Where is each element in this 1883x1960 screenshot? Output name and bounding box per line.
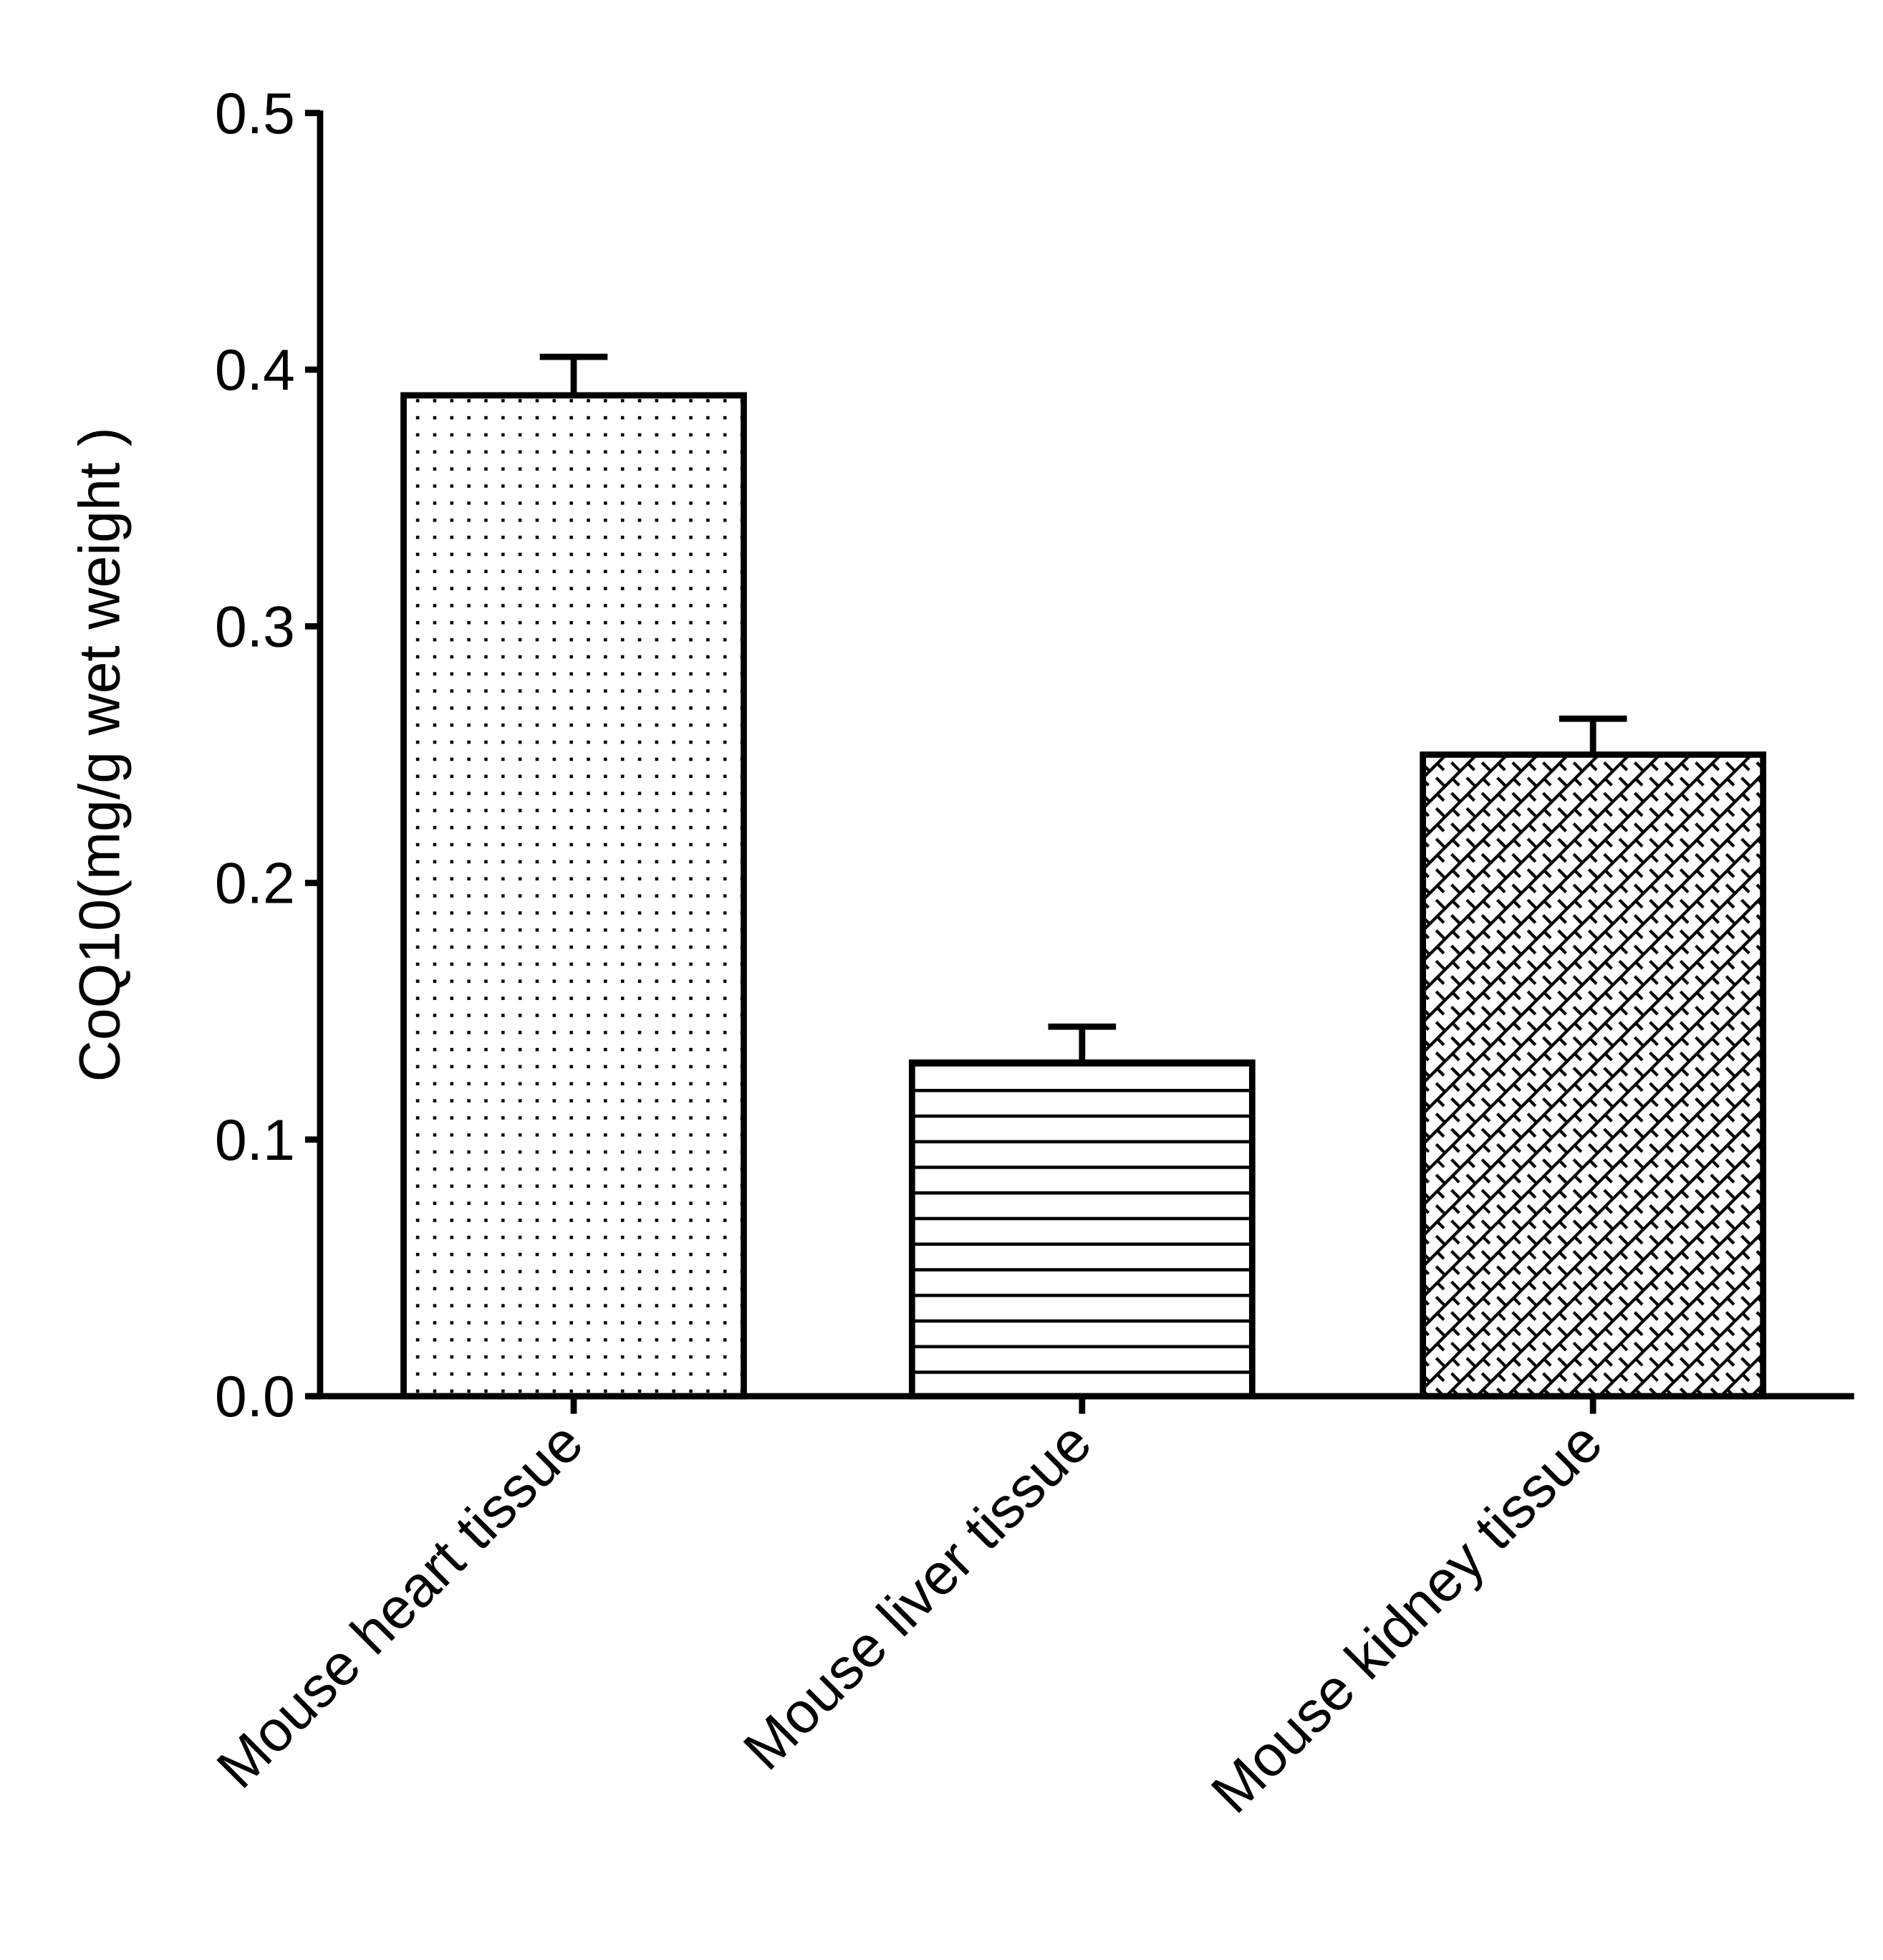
- y-tick-label: 0.5: [215, 82, 295, 146]
- bar-1: [400, 392, 747, 1400]
- x-tick-label: Mouse heart tissue: [205, 1410, 595, 1800]
- x-tick-label: Mouse kidney tissue: [1199, 1410, 1614, 1825]
- bar-2: [908, 1059, 1256, 1400]
- bar-3: [1420, 751, 1767, 1400]
- y-tick-label: 0.4: [215, 338, 295, 403]
- x-tick-label: Mouse liver tissue: [731, 1410, 1104, 1782]
- y-tick-label: 0.1: [215, 1108, 295, 1173]
- y-axis-label: CoQ10(mg/g wet weight ): [68, 427, 133, 1082]
- y-tick-label: 0.0: [215, 1365, 295, 1429]
- y-tick-label: 0.3: [215, 595, 295, 659]
- y-tick-label: 0.2: [215, 852, 295, 916]
